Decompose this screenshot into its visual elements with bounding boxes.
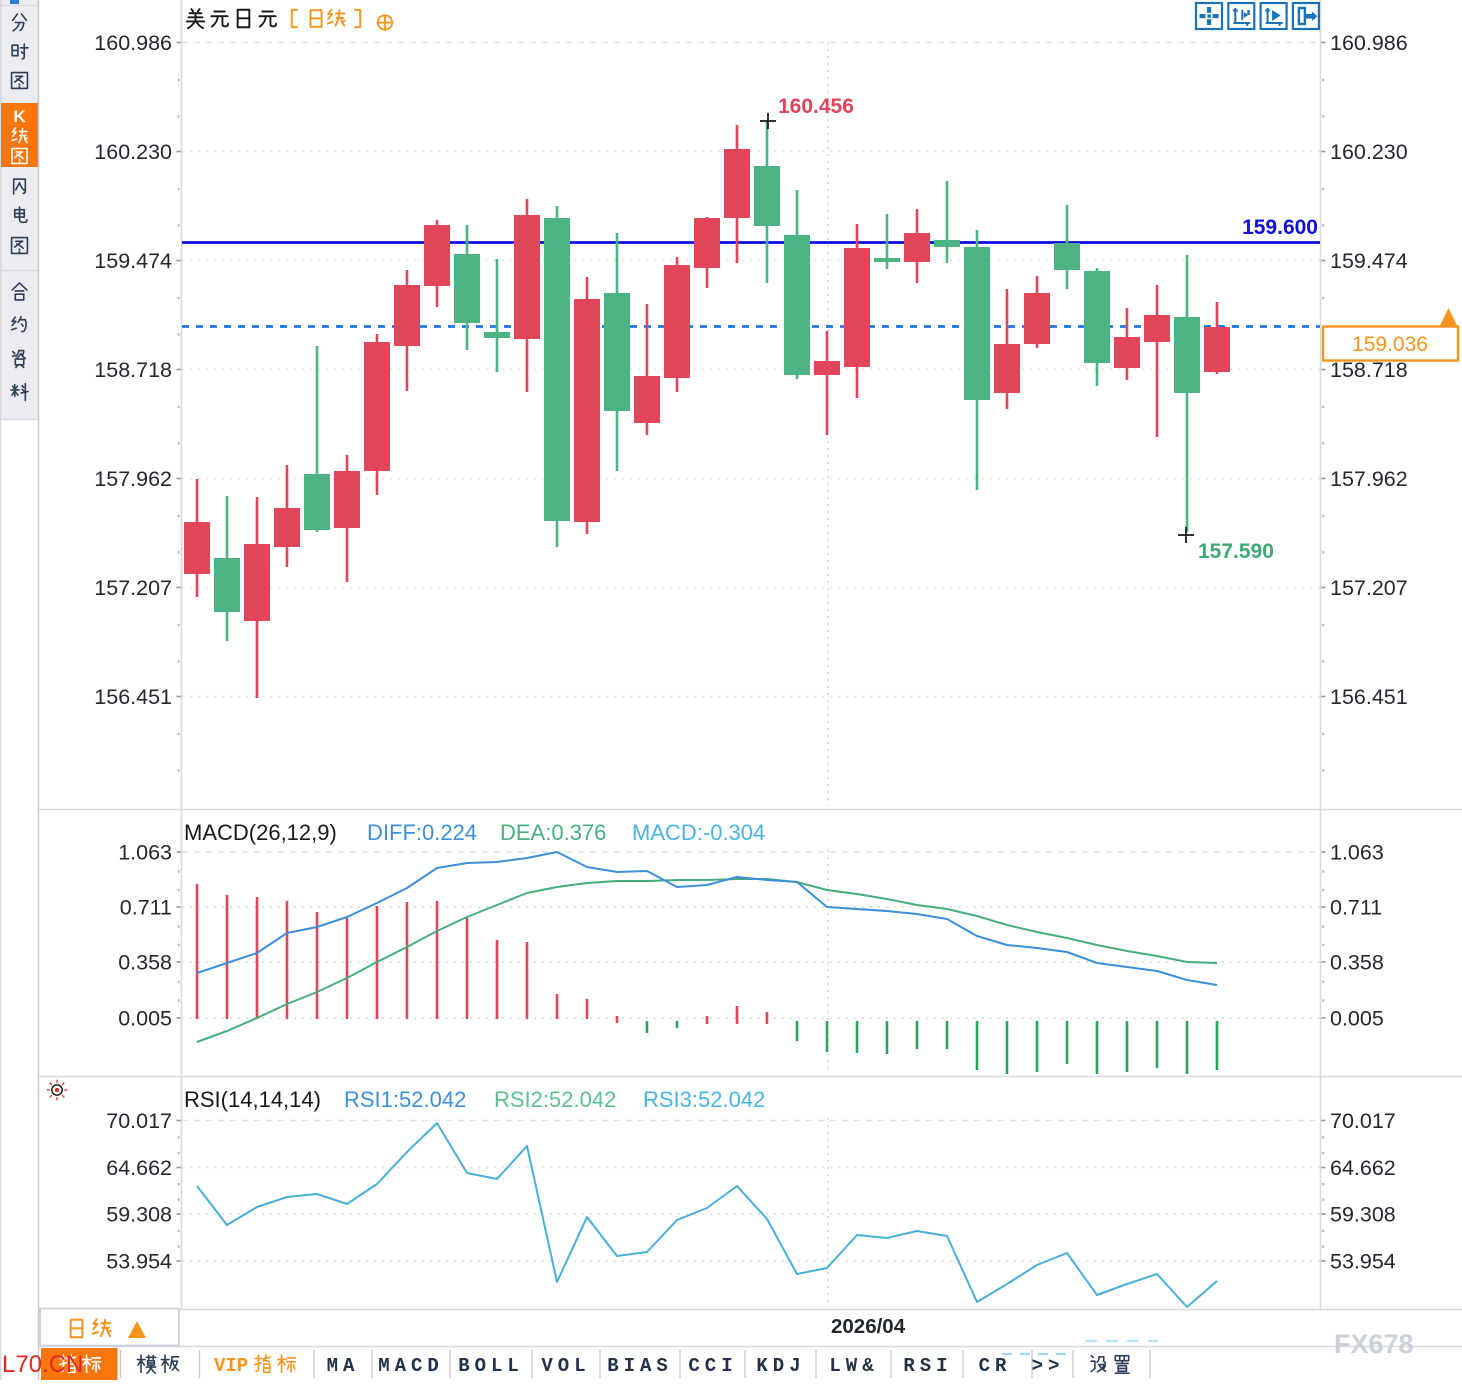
svg-text:MACD:-0.304: MACD:-0.304	[632, 820, 765, 845]
svg-text:K: K	[13, 107, 26, 126]
svg-text:0.358: 0.358	[118, 951, 172, 975]
svg-text:160.456: 160.456	[778, 95, 854, 118]
svg-text:59.308: 59.308	[106, 1203, 172, 1227]
svg-text:BIAS: BIAS	[607, 1355, 673, 1377]
svg-text:0.005: 0.005	[1330, 1007, 1384, 1031]
svg-text:VIP: VIP	[214, 1355, 248, 1377]
svg-text:VOL: VOL	[541, 1355, 590, 1377]
svg-text:53.954: 53.954	[1330, 1250, 1396, 1274]
svg-text:1.063: 1.063	[1330, 841, 1384, 865]
svg-text:158.718: 158.718	[94, 358, 172, 382]
svg-text:0.711: 0.711	[120, 896, 172, 920]
svg-text:157.962: 157.962	[1330, 467, 1408, 491]
svg-text:157.207: 157.207	[1330, 576, 1408, 600]
svg-text:2026/04: 2026/04	[831, 1315, 906, 1338]
svg-text:159.036: 159.036	[1352, 333, 1428, 356]
svg-text:KDJ: KDJ	[756, 1355, 805, 1377]
svg-text:RSI3:52.042: RSI3:52.042	[643, 1087, 765, 1112]
svg-text:0.005: 0.005	[118, 1007, 172, 1031]
svg-text:157.207: 157.207	[94, 576, 172, 600]
svg-text:64.662: 64.662	[1330, 1156, 1396, 1180]
svg-text:59.308: 59.308	[1330, 1203, 1396, 1227]
svg-text:RSI: RSI	[903, 1355, 952, 1377]
svg-text:157.590: 157.590	[1198, 540, 1274, 563]
svg-text:70.017: 70.017	[1330, 1109, 1396, 1133]
svg-text:159.600: 159.600	[1242, 216, 1318, 239]
svg-text:CR: CR	[979, 1355, 1012, 1377]
svg-text:DEA:0.376: DEA:0.376	[500, 820, 606, 845]
svg-text:MACD: MACD	[378, 1355, 444, 1377]
svg-text:160.230: 160.230	[1330, 140, 1408, 164]
svg-text:RSI(14,14,14): RSI(14,14,14)	[184, 1087, 321, 1112]
svg-text:160.230: 160.230	[94, 140, 172, 164]
svg-text:70.017: 70.017	[106, 1109, 172, 1133]
svg-text:L70.CN: L70.CN	[2, 1351, 83, 1378]
svg-text:MA: MA	[327, 1355, 360, 1377]
svg-text:158.718: 158.718	[1330, 358, 1408, 382]
svg-text:160.986: 160.986	[1330, 31, 1408, 55]
svg-text:159.474: 159.474	[1330, 249, 1408, 273]
svg-text:RSI1:52.042: RSI1:52.042	[344, 1087, 466, 1112]
svg-text:FX678: FX678	[1334, 1329, 1414, 1359]
svg-text:DIFF:0.224: DIFF:0.224	[367, 820, 477, 845]
svg-text:0.711: 0.711	[1330, 896, 1382, 920]
svg-text:>>: >>	[1032, 1355, 1065, 1377]
svg-text:RSI2:52.042: RSI2:52.042	[494, 1087, 616, 1112]
svg-text:160.986: 160.986	[94, 31, 172, 55]
svg-text:53.954: 53.954	[106, 1250, 172, 1274]
svg-text:LW&: LW&	[829, 1355, 878, 1377]
svg-text:1.063: 1.063	[118, 841, 172, 865]
svg-text:MACD(26,12,9): MACD(26,12,9)	[184, 820, 337, 845]
svg-text:64.662: 64.662	[106, 1156, 172, 1180]
svg-text:0.358: 0.358	[1330, 951, 1384, 975]
svg-text:BOLL: BOLL	[458, 1355, 524, 1377]
svg-text:159.474: 159.474	[94, 249, 172, 273]
svg-text:CCI: CCI	[688, 1355, 737, 1377]
svg-text:157.962: 157.962	[94, 467, 172, 491]
svg-text:156.451: 156.451	[1330, 685, 1408, 709]
svg-text:156.451: 156.451	[94, 685, 172, 709]
